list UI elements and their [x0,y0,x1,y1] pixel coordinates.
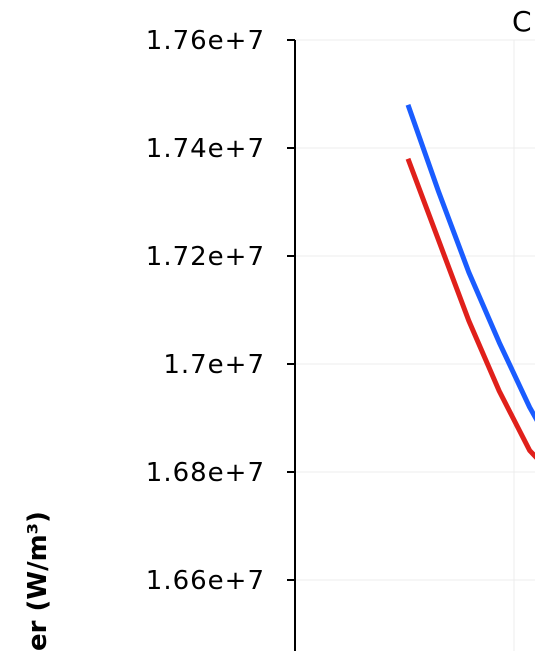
y-tick-label-2: 1.7e+7 [163,350,265,380]
grid-layer [295,39,535,651]
chart-title: C [512,5,532,38]
y-tick-label-3: 1.72e+7 [146,242,265,272]
series-line-1 [405,157,535,460]
y-tick-label-1: 1.68e+7 [146,458,265,488]
series-line-0 [405,103,535,422]
series-layer [405,103,535,460]
y-tick-label-5: 1.76e+7 [146,26,265,56]
y-axis-label: er (W/m³) [23,511,53,651]
y-tick-label-4: 1.74e+7 [146,134,265,164]
y-tick-label-0: 1.66e+7 [146,566,265,596]
y-ticks: 1.66e+7 1.68e+7 1.7e+7 1.72e+7 1.74e+7 1.76e+… [146,26,295,596]
